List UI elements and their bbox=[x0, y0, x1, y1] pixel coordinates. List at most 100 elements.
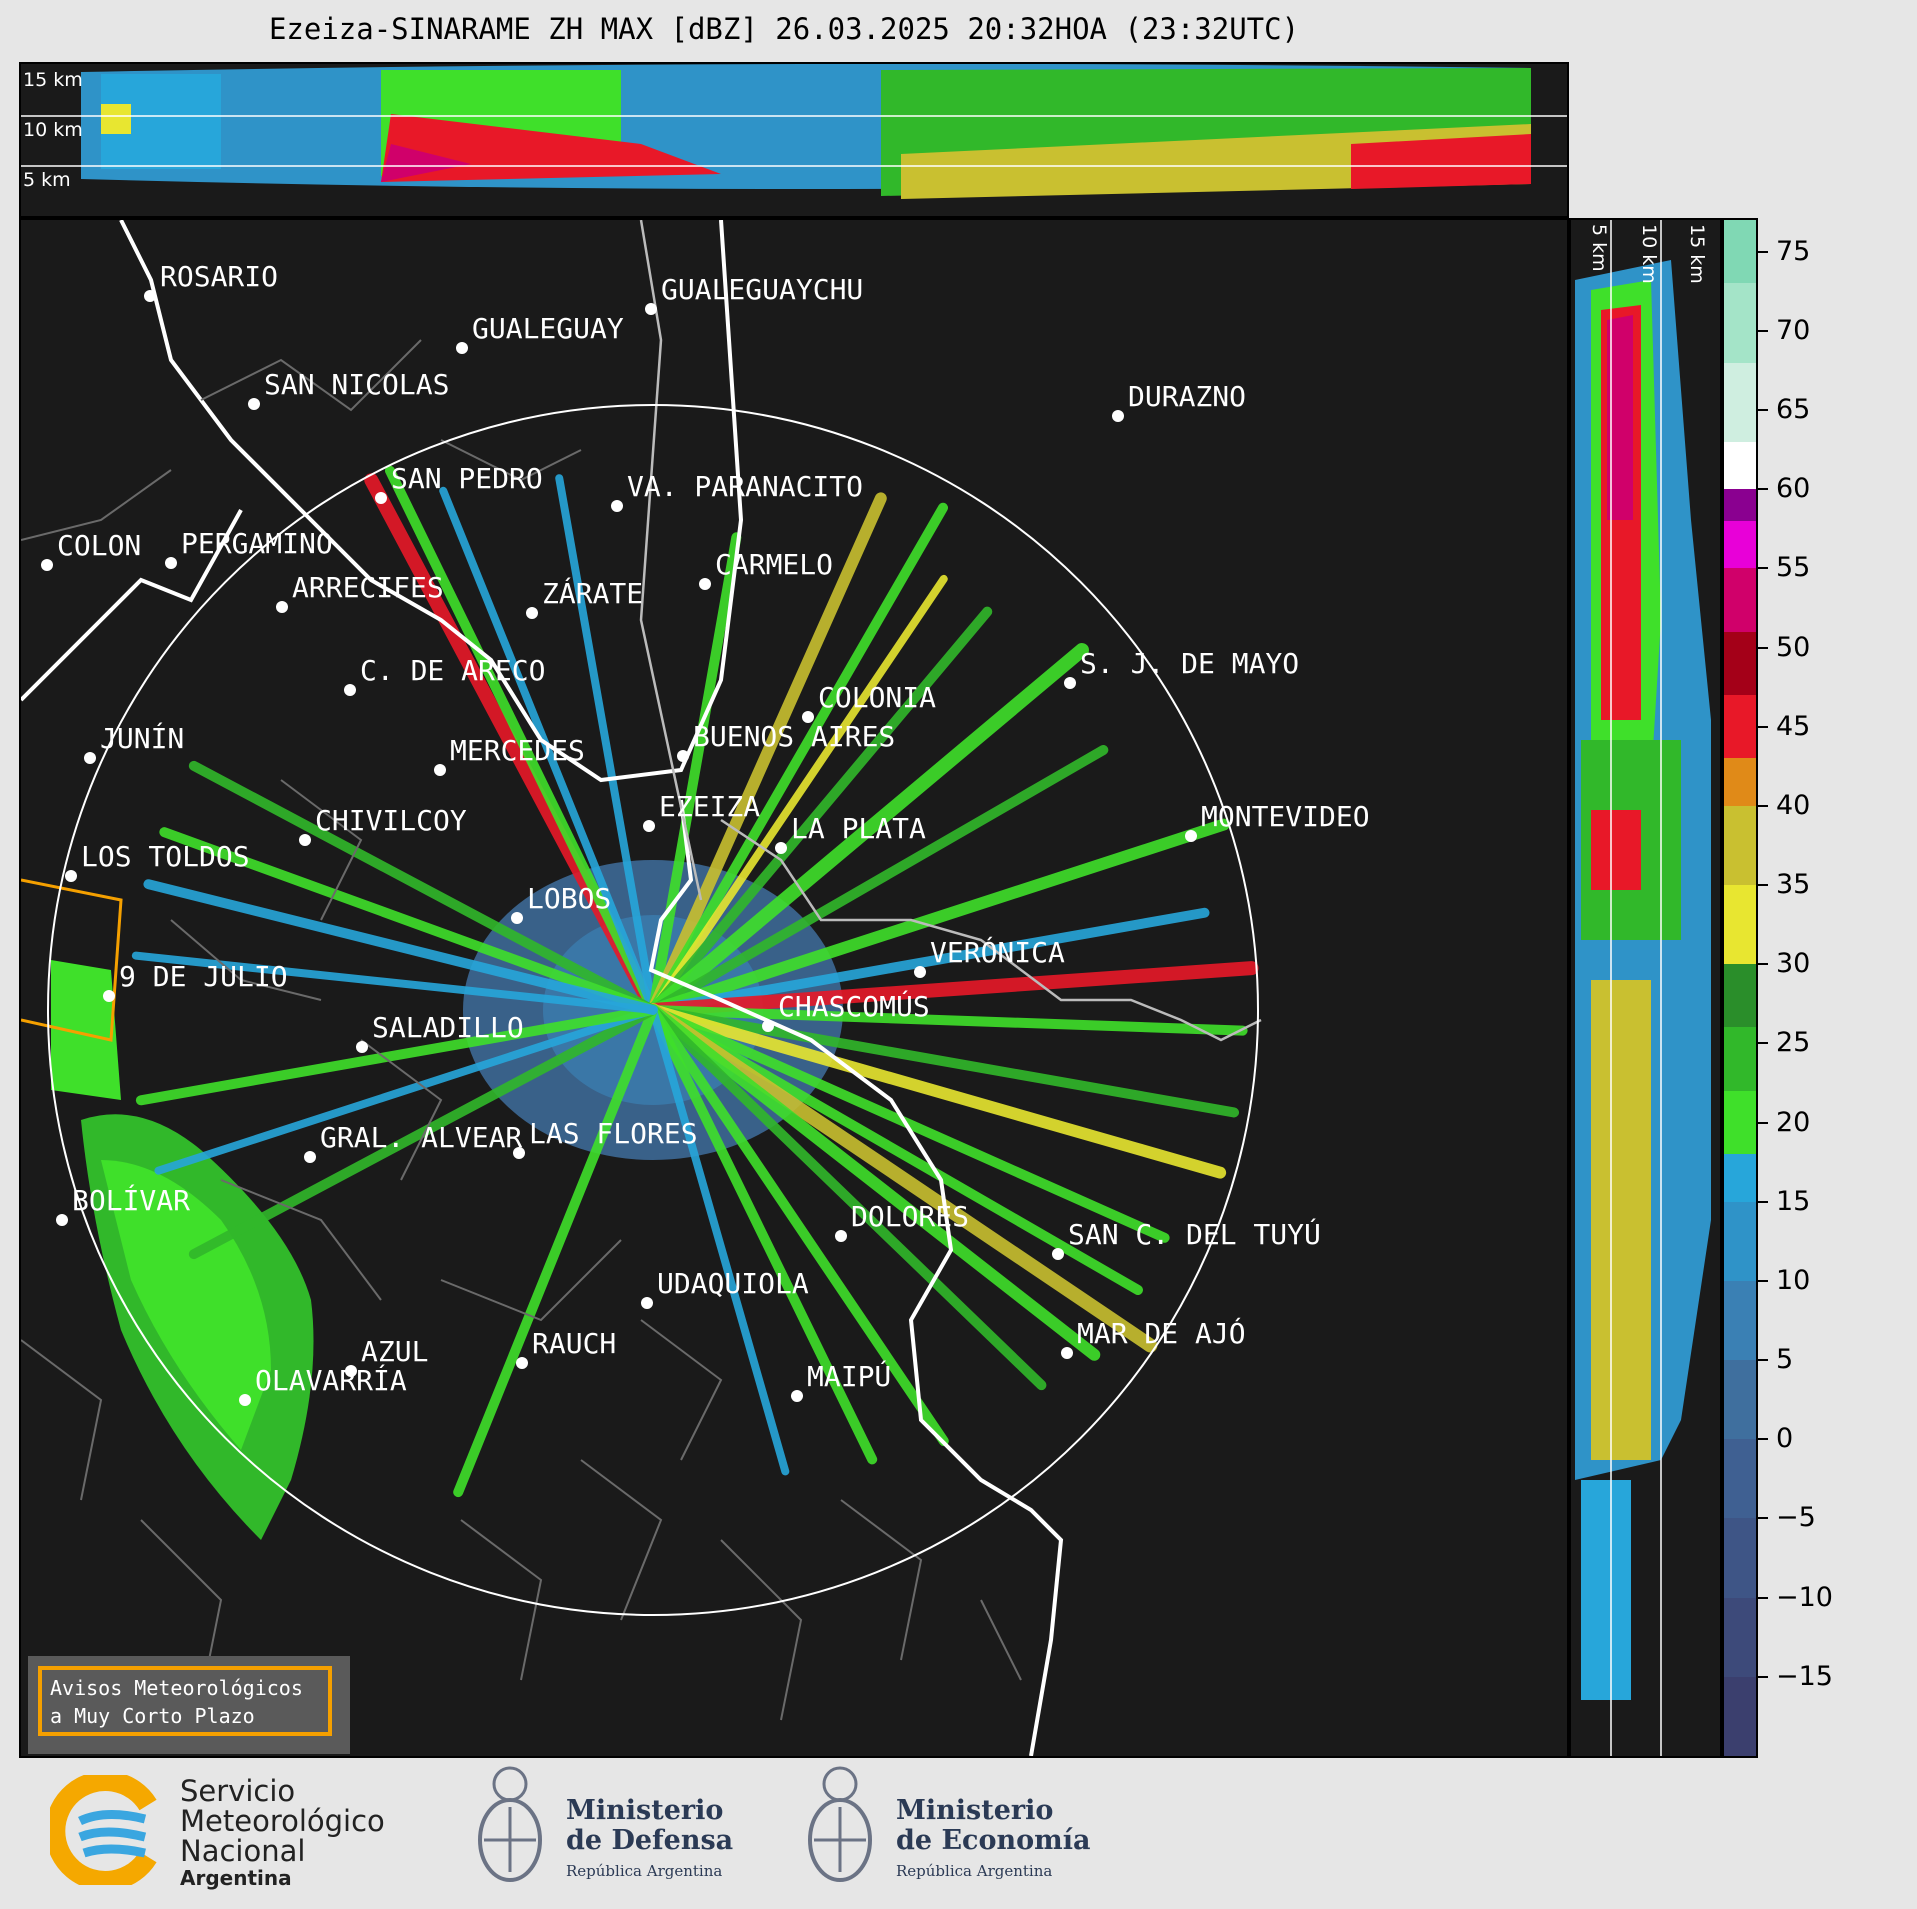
city-label: SAN PEDRO bbox=[391, 462, 543, 495]
smn-line-3: Nacional bbox=[180, 1834, 306, 1868]
argentina-shield-icon-2 bbox=[800, 1762, 880, 1900]
ministerio-defensa: Ministerio de Defensa República Argentin… bbox=[566, 1796, 733, 1886]
echo-ray bbox=[648, 1005, 949, 1447]
echo-ray bbox=[648, 1005, 878, 1465]
colorbar-band bbox=[1724, 964, 1756, 1028]
river-parana-border bbox=[119, 220, 744, 783]
city-label: BUENOS AIRES bbox=[693, 720, 895, 753]
city-marker[interactable] bbox=[699, 578, 711, 590]
economia-line-1: Ministerio bbox=[896, 1795, 1054, 1826]
side-echo-north-peak bbox=[1607, 315, 1633, 520]
city-marker[interactable] bbox=[248, 398, 260, 410]
city-marker[interactable] bbox=[835, 1230, 847, 1242]
colorbar-band bbox=[1724, 568, 1756, 632]
top-cross-section-svg: 15 km 10 km 5 km bbox=[21, 64, 1567, 199]
city-marker[interactable] bbox=[677, 750, 689, 762]
city-marker[interactable] bbox=[513, 1147, 525, 1159]
city-marker[interactable] bbox=[103, 990, 115, 1002]
warning-polygon bbox=[21, 878, 123, 1042]
colorbar-band bbox=[1724, 441, 1756, 490]
side-echo-middle-core bbox=[1591, 810, 1641, 890]
city-label: GUALEGUAYCHU bbox=[661, 273, 863, 306]
radar-map-svg: ROSARIO GUALEGUAYCHU GUALEGUAY SAN NICOLAS D… bbox=[21, 220, 1370, 1756]
city-label: RAUCH bbox=[532, 1327, 616, 1360]
radar-map[interactable]: ROSARIO GUALEGUAYCHU GUALEGUAY SAN NICOLAS D… bbox=[19, 218, 1569, 1758]
city-label: CHASCOMÚS bbox=[778, 989, 930, 1023]
city-marker[interactable] bbox=[775, 842, 787, 854]
city-label: LA PLATA bbox=[791, 812, 926, 845]
city-marker[interactable] bbox=[1185, 830, 1197, 842]
city-marker[interactable] bbox=[643, 820, 655, 832]
side-echo-tail bbox=[1581, 1480, 1631, 1700]
echo-ray bbox=[648, 1005, 1047, 1391]
city-marker[interactable] bbox=[1052, 1248, 1064, 1260]
city-marker[interactable] bbox=[914, 966, 926, 978]
colorbar-tick-label: 55 bbox=[1776, 552, 1811, 584]
echo-ray bbox=[648, 502, 948, 1015]
city-marker[interactable] bbox=[516, 1357, 528, 1369]
echo-ray bbox=[648, 1005, 1240, 1118]
echo-ray bbox=[647, 818, 1230, 1016]
echo-ray bbox=[188, 1005, 658, 1260]
city-label: MERCEDES bbox=[450, 734, 585, 767]
city-label: 9 DE JULIO bbox=[119, 960, 288, 993]
city-marker[interactable] bbox=[434, 764, 446, 776]
colorbar-tick-label: 50 bbox=[1776, 631, 1811, 663]
echo-ray bbox=[646, 961, 1259, 1017]
side-cross-section-svg: 5 km 10 km 15 km bbox=[1575, 220, 1711, 1756]
city-marker[interactable] bbox=[611, 500, 623, 512]
economia-sub: República Argentina bbox=[896, 1862, 1053, 1880]
city-marker[interactable] bbox=[791, 1390, 803, 1402]
city-label: SAN C. DEL TUYÚ bbox=[1068, 1217, 1321, 1251]
city-marker[interactable] bbox=[526, 607, 538, 619]
city-marker[interactable] bbox=[65, 870, 77, 882]
city-marker[interactable] bbox=[1064, 677, 1076, 689]
city-marker[interactable] bbox=[356, 1041, 368, 1053]
alert-badge[interactable]: Avisos Meteorológicos a Muy Corto Plazo bbox=[28, 1656, 350, 1754]
colorbar-band bbox=[1724, 805, 1756, 885]
city-marker[interactable] bbox=[645, 303, 657, 315]
top-echo-west bbox=[101, 74, 221, 169]
city-marker[interactable] bbox=[239, 1394, 251, 1406]
city-marker[interactable] bbox=[375, 492, 387, 504]
colorbar-tick-label: 5 bbox=[1776, 1344, 1794, 1376]
colorbar-tick-label: −15 bbox=[1776, 1660, 1833, 1692]
city-marker[interactable] bbox=[1061, 1347, 1073, 1359]
coastline-rio-de-la-plata bbox=[648, 799, 1064, 1756]
city-marker[interactable] bbox=[144, 290, 156, 302]
colorbar-band bbox=[1724, 362, 1756, 442]
city-marker[interactable] bbox=[802, 711, 814, 723]
radial-echo-lines bbox=[131, 465, 1259, 1498]
colorbar-tick-label: 70 bbox=[1776, 314, 1811, 346]
city-marker[interactable] bbox=[304, 1151, 316, 1163]
radar-range-ring bbox=[47, 404, 1259, 1616]
city-marker[interactable] bbox=[299, 834, 311, 846]
city-marker[interactable] bbox=[511, 912, 523, 924]
city-marker[interactable] bbox=[56, 1214, 68, 1226]
city-marker[interactable] bbox=[1112, 410, 1124, 422]
colorbar-tick-label: 45 bbox=[1776, 710, 1811, 742]
city-label: LOS TOLDOS bbox=[81, 840, 250, 873]
alert-line-1: Avisos Meteorológicos bbox=[50, 1676, 303, 1700]
colorbar-band bbox=[1724, 220, 1756, 284]
city-marker[interactable] bbox=[165, 557, 177, 569]
city-marker[interactable] bbox=[276, 601, 288, 613]
colorbar-band bbox=[1724, 489, 1756, 521]
city-label: OLAVARRÍA bbox=[255, 1363, 407, 1397]
city-marker[interactable] bbox=[344, 684, 356, 696]
echo-ray bbox=[384, 465, 658, 1015]
city-label: GRAL. ALVEAR bbox=[320, 1121, 522, 1154]
defensa-line-1: Ministerio bbox=[566, 1795, 724, 1826]
colorbar-tick-label: 60 bbox=[1776, 473, 1811, 505]
city-marker[interactable] bbox=[84, 752, 96, 764]
city-marker[interactable] bbox=[641, 1297, 653, 1309]
city-label: GUALEGUAY bbox=[472, 312, 624, 345]
city-marker[interactable] bbox=[345, 1365, 357, 1377]
city-marker[interactable] bbox=[456, 342, 468, 354]
colorbar-tick-label: 15 bbox=[1776, 1185, 1811, 1217]
city-marker[interactable] bbox=[762, 1020, 774, 1032]
boundaries bbox=[21, 220, 1262, 1756]
city-marker[interactable] bbox=[41, 559, 53, 571]
smn-logo bbox=[50, 1775, 160, 1885]
county-borders bbox=[21, 339, 1022, 1721]
